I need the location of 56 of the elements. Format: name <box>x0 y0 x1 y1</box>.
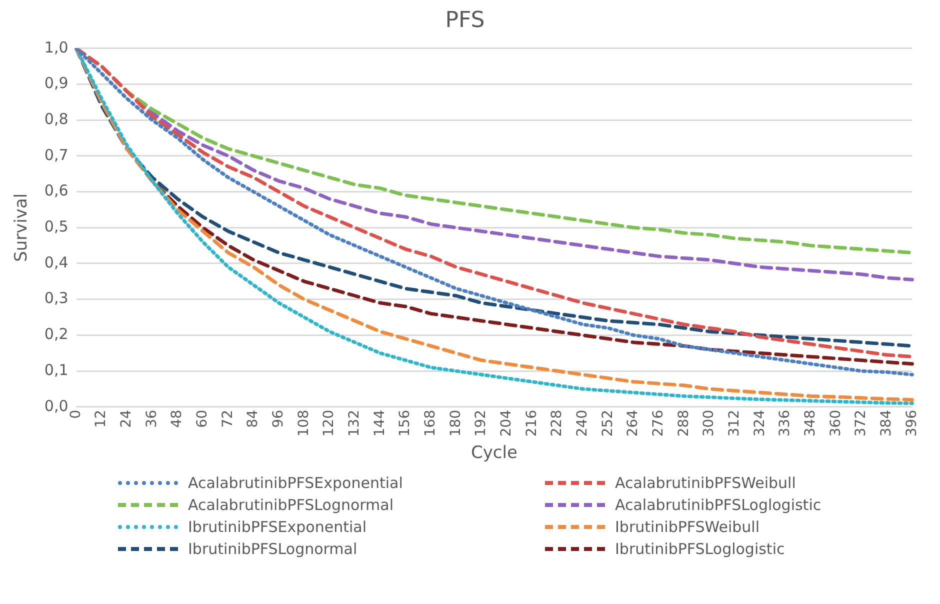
y-tick-label: 0,5 <box>44 218 68 236</box>
x-tick-label: 168 <box>422 410 439 437</box>
legend-label: AcalabrutinibPFSExponential <box>188 474 403 492</box>
x-tick-label: 60 <box>194 410 211 428</box>
x-tick-label: 0 <box>68 410 84 419</box>
y-tick-label: 0,9 <box>44 74 68 92</box>
x-tick-label: 24 <box>118 410 135 428</box>
x-tick-label: 336 <box>777 410 794 437</box>
x-tick-label: 96 <box>270 410 287 428</box>
x-tick-label: 36 <box>144 410 160 428</box>
legend-label: IbrutinibPFSWeibull <box>615 518 760 536</box>
x-tick-label: 240 <box>574 410 591 437</box>
y-tick-label: 0,8 <box>44 110 68 128</box>
x-tick-label: 72 <box>220 410 236 428</box>
x-tick-label: 120 <box>321 410 338 437</box>
y-tick-label: 0,0 <box>44 396 68 415</box>
x-axis-title: Cycle <box>470 443 518 464</box>
legend-label: IbrutinibPFSExponential <box>188 518 366 536</box>
legend-label: AcalabrutinibPFSLoglogistic <box>615 496 822 514</box>
x-tick-label: 288 <box>676 410 692 437</box>
y-tick-label: 1,0 <box>44 38 68 56</box>
x-tick-label: 228 <box>549 410 566 437</box>
x-tick-label: 156 <box>397 410 414 437</box>
x-tick-label: 372 <box>853 410 870 437</box>
y-tick-label: 0,3 <box>44 289 68 308</box>
x-tick-label: 312 <box>726 410 743 437</box>
x-tick-label: 132 <box>346 410 363 437</box>
x-tick-label: 324 <box>752 410 768 437</box>
chart-title: PFS <box>445 8 485 33</box>
x-tick-label: 276 <box>650 410 667 437</box>
x-tick-label: 216 <box>524 410 540 437</box>
legend-label: IbrutinibPFSLoglogistic <box>615 540 785 558</box>
x-tick-label: 360 <box>828 410 844 437</box>
x-tick-label: 192 <box>473 410 490 437</box>
x-tick-label: 12 <box>93 410 110 428</box>
x-tick-label: 84 <box>245 410 262 428</box>
x-tick-label: 204 <box>498 410 515 437</box>
x-tick-label: 300 <box>701 410 718 437</box>
y-tick-label: 0,2 <box>44 325 68 344</box>
x-tick-label: 180 <box>448 410 464 437</box>
legend-label: IbrutinibPFSLognormal <box>188 540 358 558</box>
x-tick-label: 384 <box>878 410 895 437</box>
x-tick-label: 144 <box>372 410 388 437</box>
x-tick-label: 48 <box>169 410 186 428</box>
x-tick-label: 348 <box>802 410 819 437</box>
y-tick-label: 0,4 <box>44 253 68 272</box>
y-axis-title: Survival <box>12 193 32 262</box>
y-tick-label: 0,7 <box>44 146 68 164</box>
y-tick-label: 0,1 <box>44 360 68 379</box>
x-tick-label: 252 <box>600 410 616 437</box>
legend-label: AcalabrutinibPFSWeibull <box>615 474 796 492</box>
x-tick-label: 396 <box>904 410 920 437</box>
x-tick-label: 108 <box>296 410 312 437</box>
x-tick-label: 264 <box>625 410 642 437</box>
y-tick-label: 0,6 <box>44 182 68 200</box>
legend-label: AcalabrutinibPFSLognormal <box>188 496 394 514</box>
